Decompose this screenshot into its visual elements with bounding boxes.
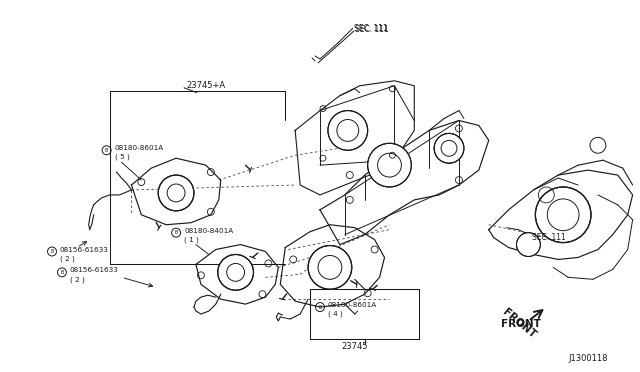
- Text: J1300118: J1300118: [568, 354, 607, 363]
- Text: ( 5 ): ( 5 ): [115, 154, 129, 160]
- Circle shape: [158, 175, 194, 211]
- Circle shape: [218, 254, 253, 290]
- Circle shape: [536, 187, 591, 243]
- Text: SEC. 111: SEC. 111: [355, 25, 388, 34]
- Text: SEC. 111: SEC. 111: [532, 233, 566, 242]
- Circle shape: [434, 134, 464, 163]
- Text: ( 2 ): ( 2 ): [70, 276, 84, 283]
- Text: 08180-8401A: 08180-8401A: [184, 228, 233, 234]
- Text: FRONT: FRONT: [500, 307, 538, 341]
- Text: B: B: [318, 305, 322, 310]
- Circle shape: [367, 143, 412, 187]
- Circle shape: [308, 246, 352, 289]
- Text: B: B: [174, 230, 178, 235]
- Circle shape: [328, 110, 367, 150]
- Text: 08156-61633: 08156-61633: [70, 267, 119, 273]
- Text: 08180-8601A: 08180-8601A: [115, 145, 164, 151]
- Text: 08156-61633: 08156-61633: [60, 247, 109, 253]
- Text: ( 4 ): ( 4 ): [328, 311, 342, 317]
- Text: B: B: [51, 249, 54, 254]
- Circle shape: [516, 232, 540, 256]
- Text: FRONT: FRONT: [500, 319, 541, 329]
- Text: B: B: [105, 148, 108, 153]
- Text: 08180-8601A: 08180-8601A: [328, 302, 377, 308]
- Text: B: B: [60, 270, 63, 275]
- Text: ( 1 ): ( 1 ): [184, 236, 199, 243]
- Text: ( 2 ): ( 2 ): [60, 255, 75, 262]
- Text: SEC. 111: SEC. 111: [354, 24, 387, 33]
- Text: 23745: 23745: [342, 342, 368, 351]
- Text: 23745+A: 23745+A: [186, 81, 225, 90]
